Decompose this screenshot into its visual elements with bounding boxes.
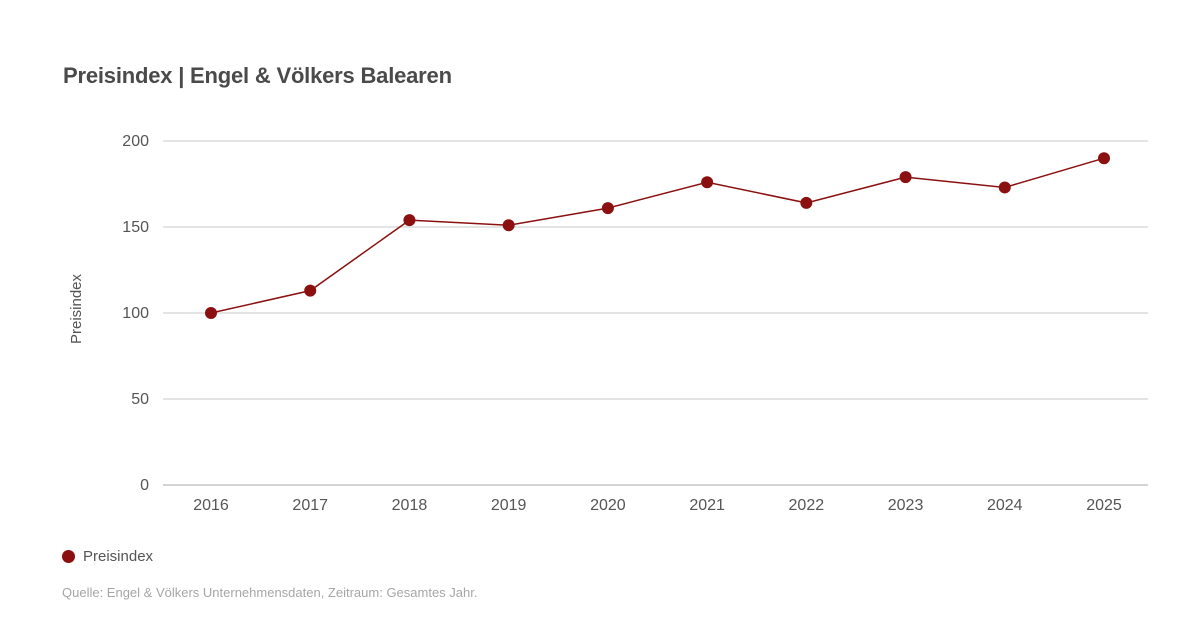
x-tick-labels: 2016 2017 2018 2019 2020 2021 2022 2023 2024 2025	[193, 497, 1122, 514]
line-chart: 0 50 100 150 200 2016 2017 2018 2019 2020 2021 202…	[68, 133, 1148, 514]
y-tick-labels: 0 50 100 150 200	[122, 133, 149, 494]
x-tick-label: 2024	[987, 497, 1023, 514]
x-tick-label: 2022	[789, 497, 825, 514]
x-tick-label: 2021	[689, 497, 725, 514]
x-tick-label: 2016	[193, 497, 229, 514]
legend-label: Preisindex	[83, 548, 154, 565]
grid-lines	[163, 140, 1148, 486]
data-point-2016	[205, 307, 217, 319]
legend-marker	[62, 550, 75, 563]
x-tick-label: 2023	[888, 497, 924, 514]
x-tick-label: 2018	[392, 497, 428, 514]
x-tick-label: 2019	[491, 497, 527, 514]
data-point-2025	[1098, 152, 1110, 165]
data-point-2017	[304, 284, 317, 297]
legend: Preisindex	[62, 548, 153, 565]
data-point-2020	[601, 202, 614, 215]
y-tick-label: 0	[140, 477, 149, 494]
data-point-2022	[800, 196, 813, 209]
y-axis-label: Preisindex	[68, 273, 85, 344]
x-tick-label: 2020	[590, 497, 626, 514]
data-point-2024	[998, 181, 1011, 194]
data-point-2023	[899, 171, 912, 184]
y-tick-label: 50	[131, 391, 149, 408]
x-tick-label: 2017	[292, 497, 328, 514]
data-point-2019	[502, 219, 515, 232]
series-preisindex	[205, 152, 1110, 319]
chart-title: Preisindex | Engel & Völkers Balearen	[63, 63, 452, 88]
x-tick-label: 2025	[1086, 497, 1122, 514]
data-point-2018	[403, 214, 416, 227]
y-tick-label: 150	[122, 219, 149, 236]
y-tick-label: 200	[122, 133, 149, 150]
source-note: Quelle: Engel & Völkers Unternehmensdate…	[62, 585, 478, 600]
y-tick-label: 100	[122, 305, 149, 322]
data-point-2021	[701, 176, 714, 189]
series-line	[210, 157, 1105, 314]
